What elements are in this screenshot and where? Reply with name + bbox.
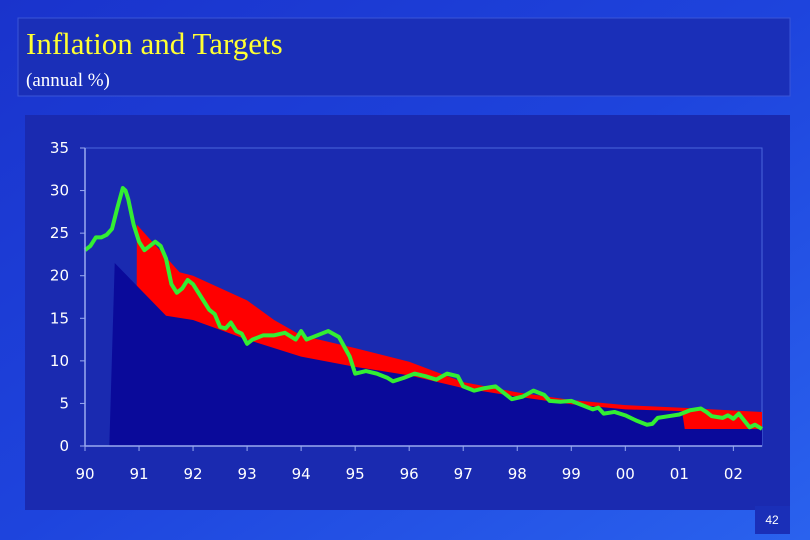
x-tick-label: 99 bbox=[562, 465, 581, 483]
x-tick-label: 94 bbox=[292, 465, 311, 483]
y-tick-label: 25 bbox=[50, 224, 69, 242]
x-tick-label: 02 bbox=[724, 465, 743, 483]
chart-title: Inflation and Targets bbox=[26, 26, 283, 61]
x-tick-label: 95 bbox=[346, 465, 365, 483]
line bbox=[83, 186, 764, 431]
area bbox=[109, 262, 762, 446]
x-tick-label: 92 bbox=[184, 465, 203, 483]
x-tick-label: 01 bbox=[670, 465, 689, 483]
y-tick-label: 20 bbox=[50, 267, 69, 285]
y-tick-label: 15 bbox=[50, 309, 69, 327]
x-tick-label: 97 bbox=[454, 465, 473, 483]
y-tick-label: 35 bbox=[50, 139, 69, 157]
y-tick-label: 0 bbox=[59, 437, 69, 455]
x-tick-label: 98 bbox=[508, 465, 527, 483]
x-tick-label: 96 bbox=[400, 465, 419, 483]
x-tick-label: 93 bbox=[238, 465, 257, 483]
y-tick-label: 5 bbox=[59, 394, 69, 412]
title-box bbox=[17, 17, 791, 97]
x-tick-label: 00 bbox=[616, 465, 635, 483]
subtitle: (annual %) bbox=[26, 70, 110, 91]
page-number-box bbox=[755, 506, 790, 534]
x-tick-label: 91 bbox=[129, 465, 148, 483]
page-number: 42 bbox=[765, 513, 779, 527]
y-tick-label: 10 bbox=[50, 352, 69, 370]
y-tick-label: 30 bbox=[50, 182, 69, 200]
plot: 0 5 10 15 20 25 30 35 90 91 92 93 94 95 96 97 98 99 00 01 02 bbox=[50, 139, 764, 483]
x-tick-label: 90 bbox=[75, 465, 94, 483]
